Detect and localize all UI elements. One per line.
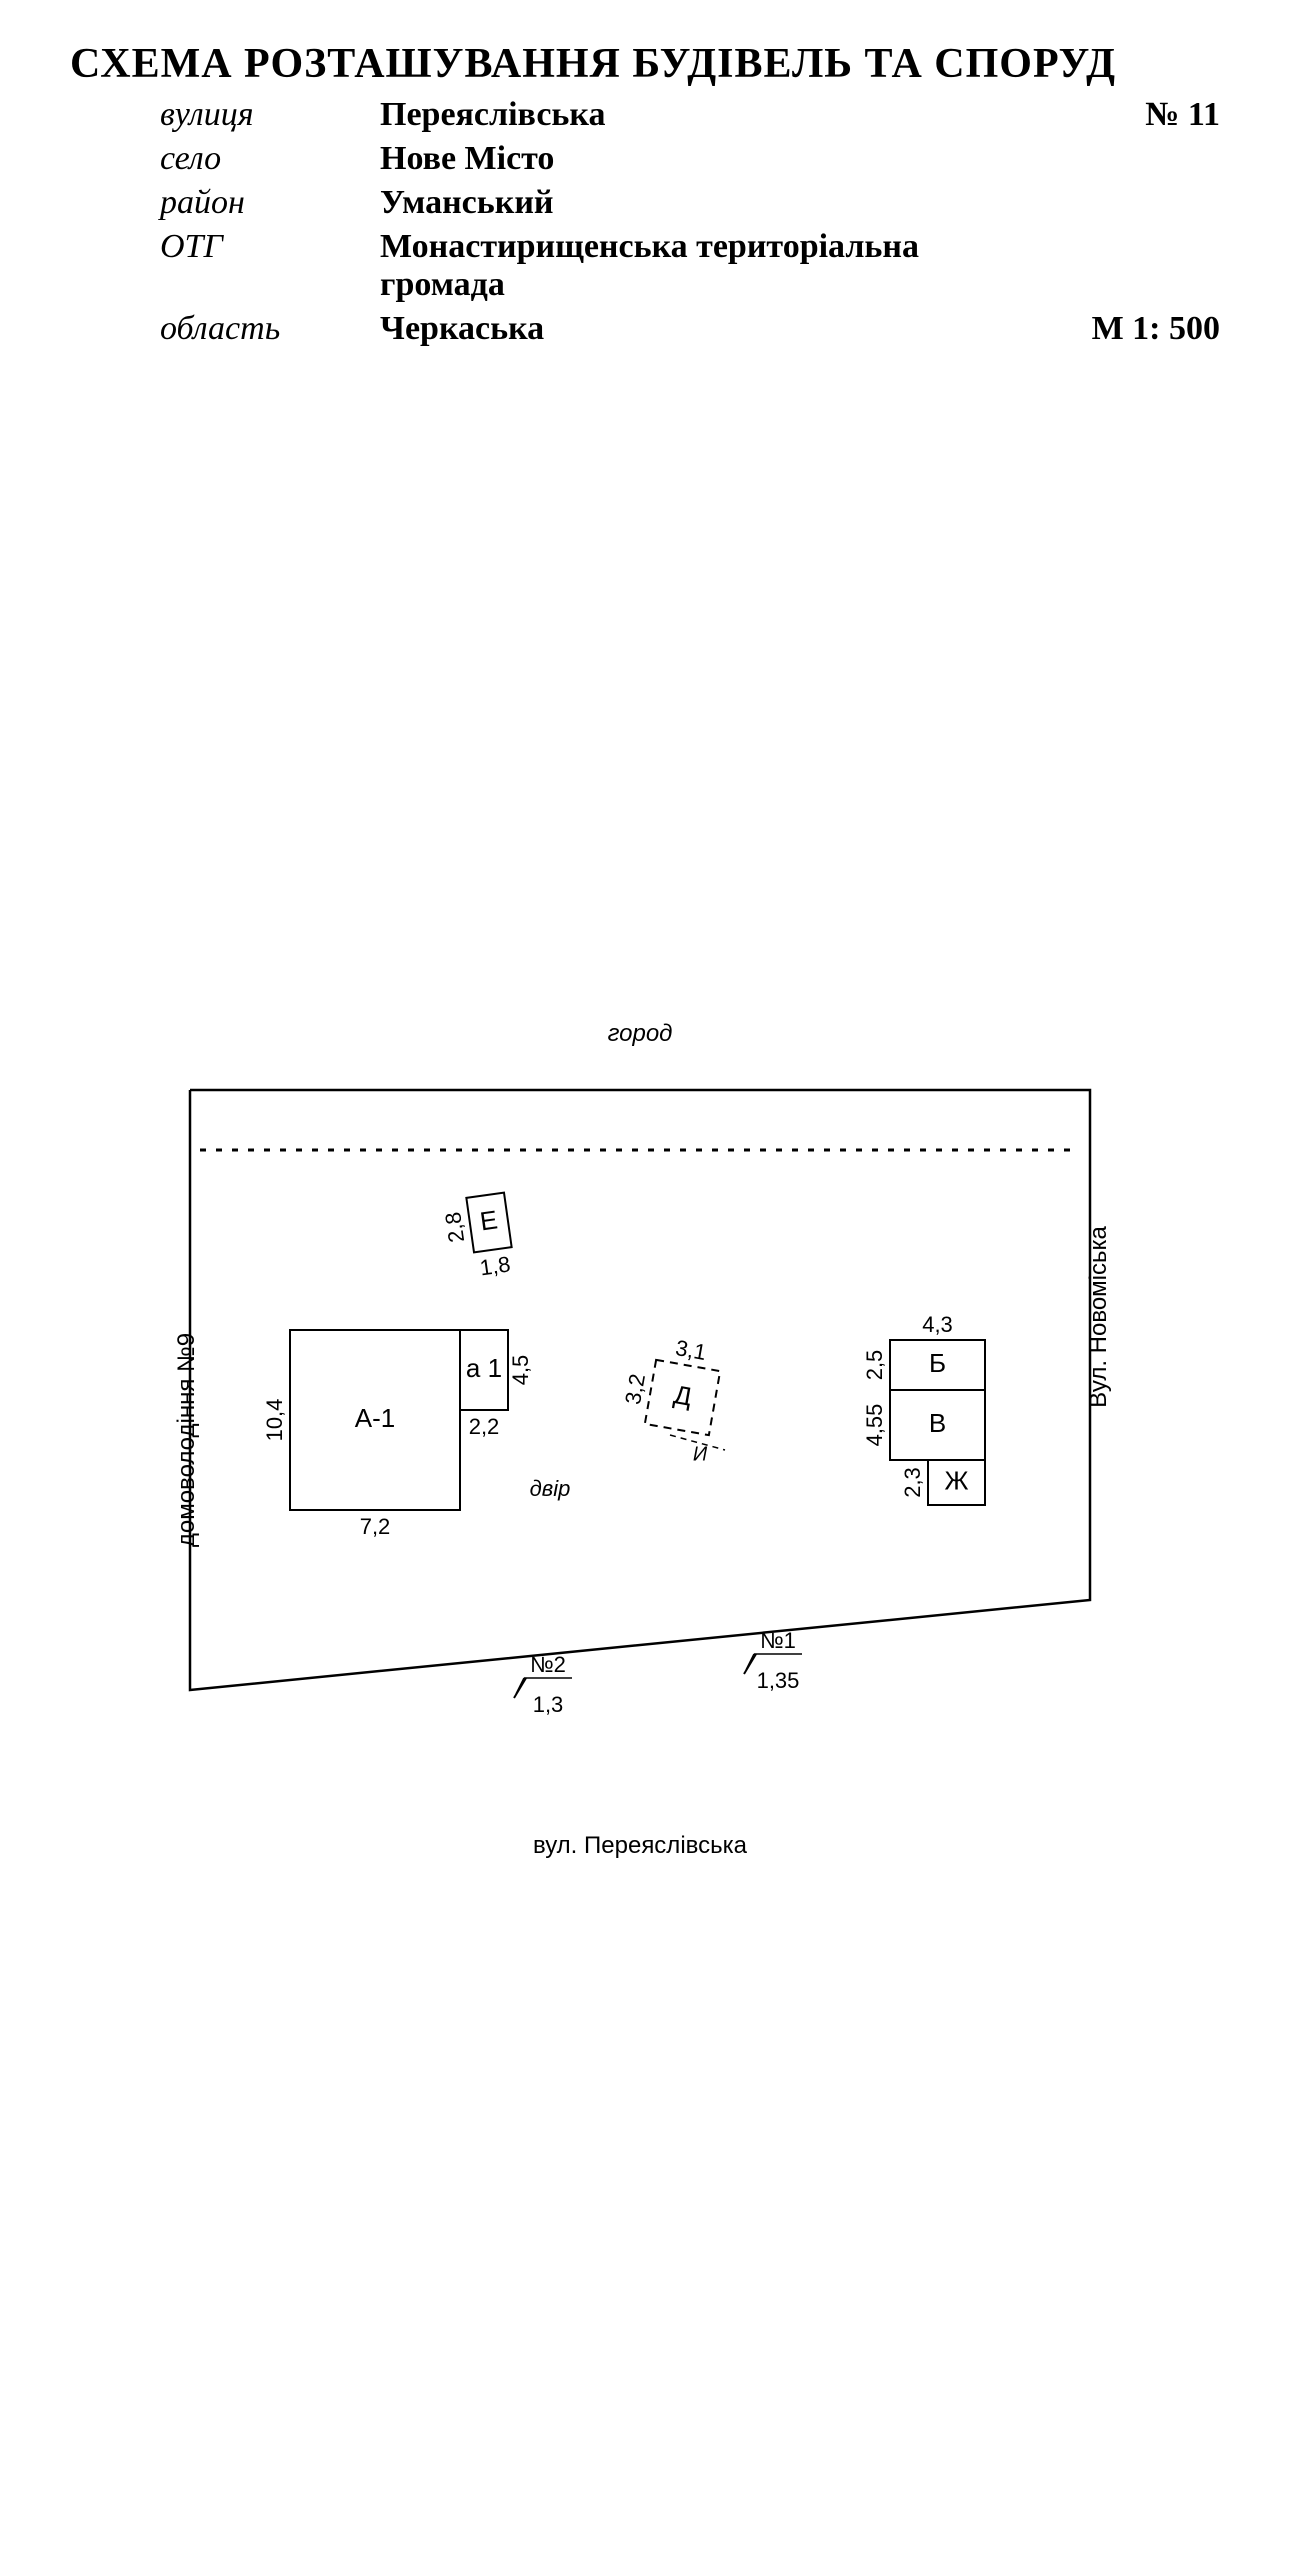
- header-value: Уманський: [380, 184, 1040, 222]
- header-value: Черкаська: [380, 310, 1040, 348]
- svg-text:а 1: а 1: [466, 1353, 502, 1383]
- perimeter-label-right: Вул. Новоміська: [1085, 1226, 1113, 1408]
- svg-text:1,35: 1,35: [757, 1668, 800, 1693]
- scale-label: М 1: 500: [1040, 310, 1220, 348]
- svg-text:2,8: 2,8: [440, 1210, 469, 1244]
- svg-text:3,1: 3,1: [674, 1335, 708, 1365]
- svg-text:4,3: 4,3: [922, 1312, 953, 1337]
- svg-text:Ж: Ж: [944, 1465, 968, 1495]
- perimeter-label-left: домоволодіння №9: [173, 1333, 201, 1547]
- header-label: село: [160, 140, 380, 178]
- svg-text:1,8: 1,8: [478, 1251, 512, 1280]
- perimeter-label-top: город: [608, 1020, 673, 1048]
- svg-text:7,2: 7,2: [360, 1514, 391, 1539]
- svg-text:№2: №2: [530, 1652, 566, 1677]
- header-value: Нове Місто: [380, 140, 1040, 178]
- document-page: СХЕМА РОЗТАШУВАННЯ БУДІВЕЛЬ ТА СПОРУД ву…: [0, 0, 1290, 2570]
- site-plan-diagram: город домоволодіння №9 Вул. Новоміська в…: [130, 1030, 1150, 1850]
- svg-text:В: В: [929, 1408, 946, 1438]
- header-value: Переяслівська: [380, 96, 1040, 134]
- svg-text:2,5: 2,5: [862, 1350, 887, 1381]
- svg-text:И: И: [693, 1443, 708, 1465]
- svg-text:Е: Е: [478, 1204, 499, 1236]
- svg-text:Б: Б: [929, 1348, 946, 1378]
- svg-text:1,3: 1,3: [533, 1692, 564, 1717]
- svg-text:2,2: 2,2: [469, 1414, 500, 1439]
- perimeter-label-bottom: вул. Переяслівська: [533, 1832, 747, 1860]
- svg-text:Д: Д: [672, 1379, 695, 1412]
- svg-text:А-1: А-1: [355, 1403, 395, 1433]
- header-label: район: [160, 184, 380, 222]
- header-label: область: [160, 310, 380, 348]
- plot-number: № 11: [1040, 96, 1220, 134]
- svg-text:№1: №1: [760, 1628, 796, 1653]
- header-label: вулиця: [160, 96, 380, 134]
- svg-text:3,2: 3,2: [620, 1372, 650, 1406]
- svg-text:4,55: 4,55: [862, 1404, 887, 1447]
- svg-text:10,4: 10,4: [262, 1399, 287, 1442]
- svg-text:двір: двір: [530, 1476, 571, 1501]
- document-title: СХЕМА РОЗТАШУВАННЯ БУДІВЕЛЬ ТА СПОРУД: [70, 40, 1220, 88]
- svg-text:4,5: 4,5: [508, 1355, 533, 1386]
- header-table: вулиця Переяслівська № 11 село Нове Міст…: [160, 96, 1220, 348]
- site-plan-svg: А-1 10,4 7,2 а 14,5 2,2 Е 2,8 1,8 Д 3,2 3,1 Б 2,5 4,3…: [130, 1030, 1150, 1850]
- header-label: ОТГ: [160, 228, 380, 304]
- svg-text:2,3: 2,3: [900, 1467, 925, 1498]
- header-value: Монастирищенська територіальна громада: [380, 228, 1040, 304]
